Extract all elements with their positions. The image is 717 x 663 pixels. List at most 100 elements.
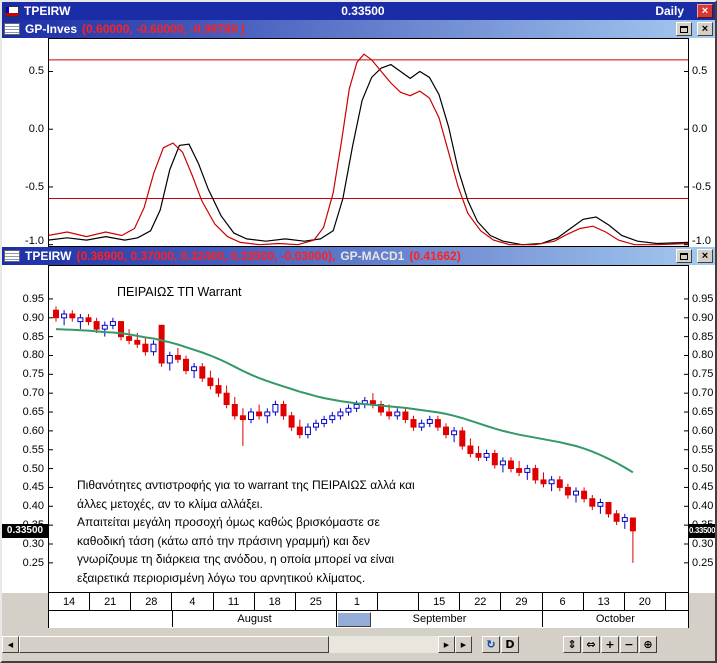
y-axis-label: 0.50 [692, 462, 714, 475]
main-titlebar[interactable]: TPEIRW 0.33500 Daily × [2, 2, 715, 20]
indicator-name: GP-Inves [25, 22, 78, 36]
maximize-button[interactable] [676, 22, 692, 36]
horizontal-scrollbar[interactable]: ◀ ▶ ▶ [2, 636, 472, 653]
price-chart[interactable] [48, 265, 689, 593]
annotation-line: άλλες μετοχές, αν το κλίμα αλλάξει. [77, 496, 263, 511]
date-tick-label: 6 [543, 593, 584, 610]
refresh-button[interactable]: ↻ [482, 636, 500, 653]
annotation-line: Απαιτείται μεγάλη προσοχή όμως καθώς βρι… [77, 515, 380, 529]
gp-inves-line [48, 63, 689, 246]
y-axis-label: 0.75 [22, 368, 44, 381]
indicator2-name: GP-MACD1 [340, 249, 405, 263]
date-tick-label: 29 [501, 593, 543, 610]
date-tick-label: 20 [625, 593, 666, 610]
indicator-chart-area: 0.5 0.0 -0.5 -1.0 0.5 0.0 -0.5 -1.0 [2, 38, 715, 247]
scroll-left-button[interactable]: ◀ [2, 636, 19, 653]
periodicity-label: Daily [655, 4, 684, 18]
axis-spacer-left [2, 593, 48, 628]
maximize-button[interactable] [676, 249, 692, 263]
panel-icon[interactable] [4, 250, 20, 262]
day-ticks-row: 14 21 28 4 11 18 25 1 15 22 29 6 13 20 [49, 593, 688, 611]
maximize-icon [680, 252, 688, 260]
month-labels-row: August September October [49, 611, 688, 627]
y-axis-label: 0.80 [692, 349, 714, 362]
date-tick-label: 22 [460, 593, 502, 610]
close-panel-button[interactable]: × [697, 22, 713, 36]
close-panel-button[interactable]: × [697, 249, 713, 263]
price-panel: TPEIRW (0.36900, 0.37000, 0.32400, 0.335… [2, 247, 715, 593]
y-axis-label: 0.45 [692, 481, 714, 494]
y-axis-label: 0.25 [692, 556, 714, 569]
indicator-axis-right: 0.5 0.0 -0.5 -1.0 [689, 38, 715, 247]
periodicity-button[interactable]: D [501, 636, 519, 653]
date-tick-label: 1 [337, 593, 378, 610]
y-axis-label: 0.40 [22, 500, 44, 513]
date-tick-label: 18 [255, 593, 296, 610]
date-tick-label: 25 [296, 593, 337, 610]
close-button[interactable]: × [697, 4, 713, 18]
y-axis-label: 0.25 [22, 556, 44, 569]
y-axis-label: 0.60 [692, 424, 714, 437]
chart-icon[interactable] [5, 5, 19, 17]
scroll-page-right-button[interactable]: ▶ [455, 636, 472, 653]
y-axis-label: 0.65 [692, 406, 714, 419]
date-tick-label: 15 [419, 593, 461, 610]
zoom-in-button[interactable]: + [601, 636, 619, 653]
y-axis-label: 0.40 [692, 500, 714, 513]
y-axis-label: 0.85 [692, 330, 714, 343]
bottom-bar: ◀ ▶ ▶ ↻ D ⇕ ⇔ + − ⊕ [2, 628, 715, 661]
y-axis-label: 0.60 [22, 424, 44, 437]
toolbar-group-left: ↻ D [482, 636, 519, 653]
plot-border [48, 38, 689, 247]
month-label: October [595, 613, 635, 625]
y-axis-label: 0.75 [692, 368, 714, 381]
y-axis-label: 0.95 [22, 292, 44, 305]
last-price-tag: 0.33500 [2, 524, 48, 538]
date-tick-label [378, 593, 420, 610]
scrollbar-track[interactable] [329, 636, 438, 653]
y-axis-label: 0.85 [22, 330, 44, 343]
date-axis: 14 21 28 4 11 18 25 1 15 22 29 6 13 20 August Septembe… [2, 593, 715, 628]
y-axis-label: 0.55 [692, 443, 714, 456]
price-chart-area: 0.33500 0.95 0.90 0.85 0.80 0.75 0.70 0.65 0.60… [2, 265, 715, 593]
date-scrollbar-thumb[interactable] [336, 612, 371, 627]
indicator-chart[interactable] [48, 38, 689, 247]
price-panel-titlebar[interactable]: TPEIRW (0.36900, 0.37000, 0.32400, 0.335… [2, 247, 715, 265]
expand-button[interactable]: ⇔ [582, 636, 600, 653]
y-axis-label: 0.95 [692, 292, 714, 305]
indicator-values: (0.60000, -0.60000, -0.99789 ) [82, 22, 245, 36]
pan-button[interactable]: ⇕ [563, 636, 581, 653]
y-axis-label: 0.30 [692, 537, 714, 550]
date-tick-label: 11 [214, 593, 255, 610]
maximize-icon [680, 25, 688, 33]
annotation-line: γνωρίζουμε τη διάρκεια της ανόδου, η οπο… [77, 552, 395, 566]
annotation-line: Πιθανότητες αντιστροφής για το warrant τ… [77, 478, 415, 492]
y-axis-label: 0.5 [28, 65, 44, 78]
y-axis-label: 0.0 [28, 123, 44, 136]
close-icon: × [701, 23, 709, 35]
date-tick-label: 28 [131, 593, 173, 610]
month-label: August [173, 611, 338, 627]
y-axis-label: 0.65 [22, 406, 44, 419]
indicator-panel-titlebar[interactable]: GP-Inves (0.60000, -0.60000, -0.99789 ) … [2, 20, 715, 38]
y-axis-label: 0.80 [22, 349, 44, 362]
y-axis-label: 0.45 [22, 481, 44, 494]
y-axis-label: 0.90 [692, 311, 714, 324]
date-tick-label: 4 [172, 593, 214, 610]
indicator-axis-left: 0.5 0.0 -0.5 -1.0 [2, 38, 48, 247]
date-tick-label: 21 [90, 593, 132, 610]
annotation-line: καθοδική τάση (κάτω από την πράσινη γραμ… [77, 533, 370, 548]
zoom-out-button[interactable]: − [620, 636, 638, 653]
y-axis-label: -1.0 [25, 235, 44, 247]
panel-icon[interactable] [4, 23, 20, 35]
y-axis-label: 0.70 [692, 387, 714, 400]
security-name: TPEIRW [25, 249, 72, 263]
security-label: ΠΕΙΡΑΙΩΣ ΤΠ Warrant [117, 285, 242, 299]
reset-view-button[interactable]: ⊕ [639, 636, 657, 653]
scroll-right-button[interactable]: ▶ [438, 636, 455, 653]
annotation-line: εξαιρετικά περιορισμένη λόγω του αρνητικ… [77, 570, 366, 585]
scrollbar-thumb[interactable] [19, 636, 329, 653]
date-tick-label: 13 [584, 593, 625, 610]
price-axis-left: 0.33500 0.95 0.90 0.85 0.80 0.75 0.70 0.65 0.60… [2, 265, 48, 593]
